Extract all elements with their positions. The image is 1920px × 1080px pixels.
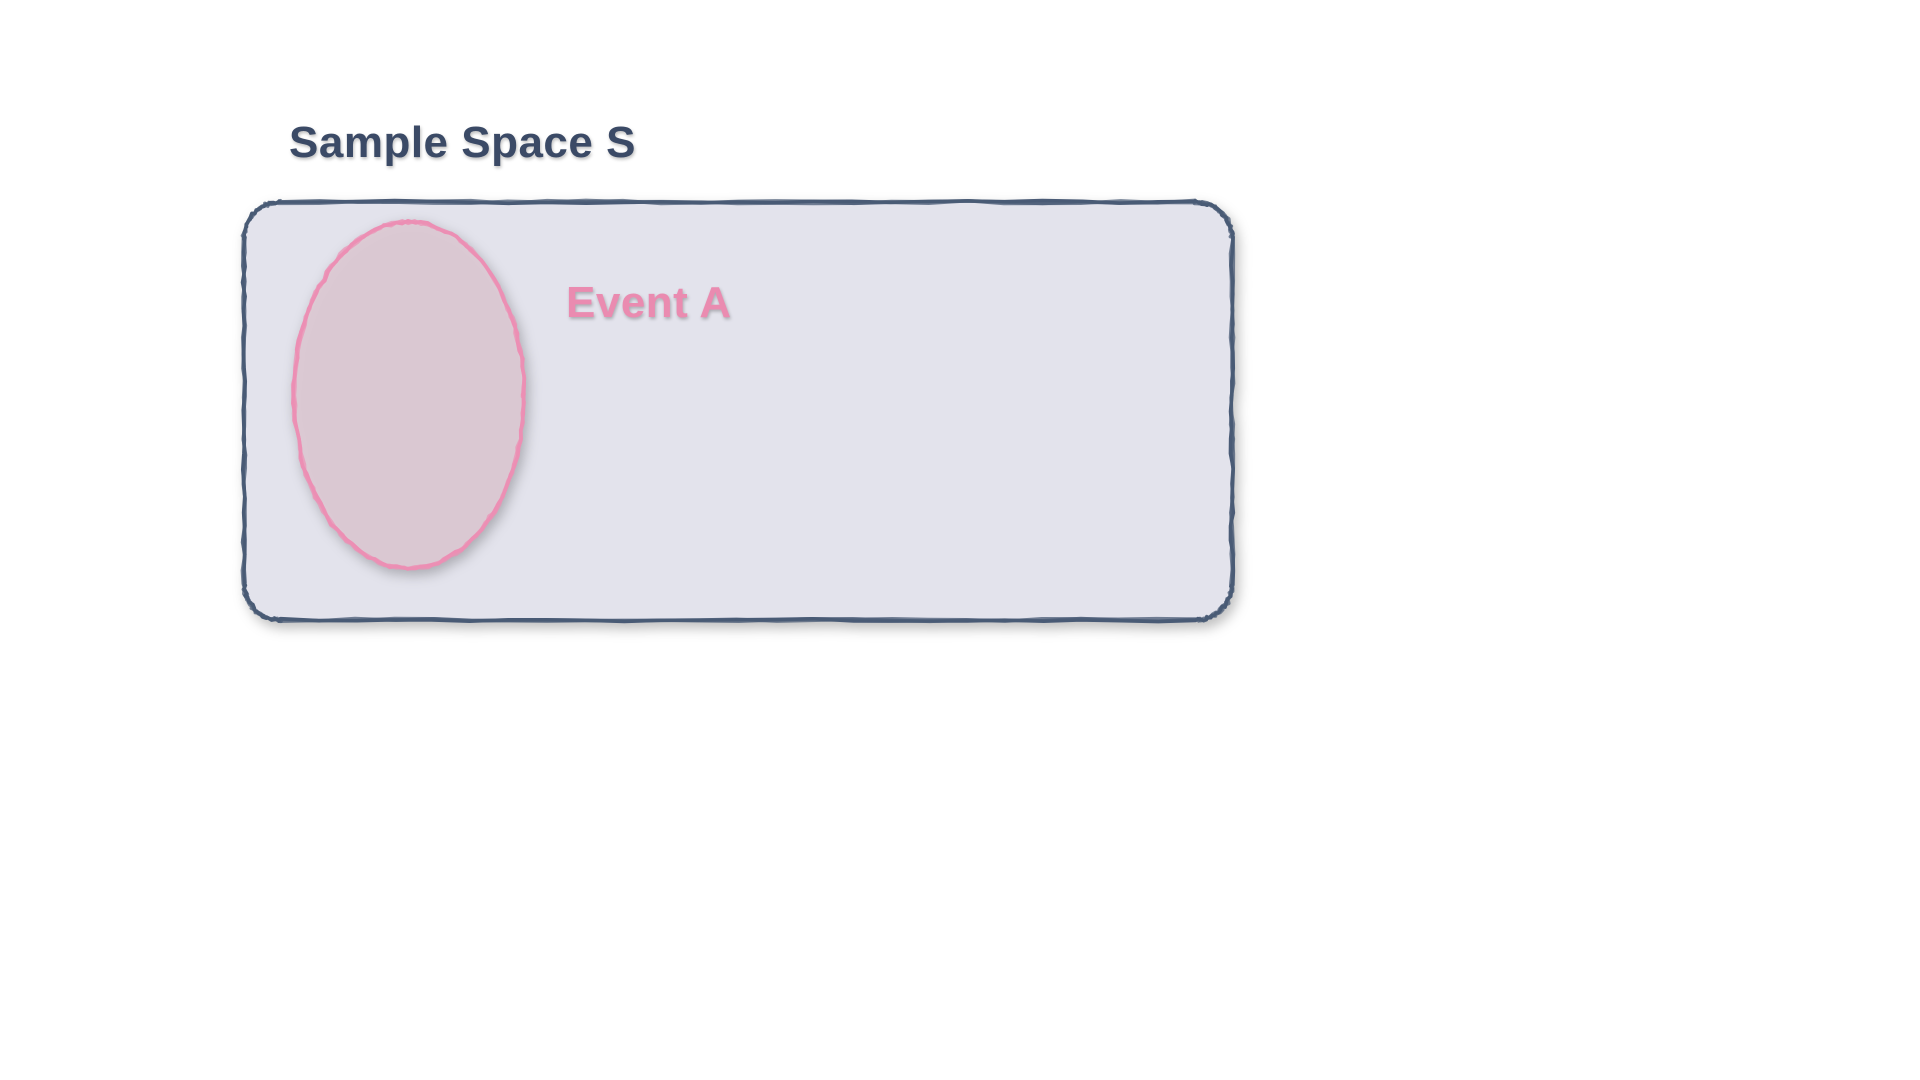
diagram-stage: Sample Space S Event A <box>0 0 1920 1080</box>
label-event-a: Event A <box>566 278 732 328</box>
event-a-ellipse <box>286 214 532 576</box>
event-a-svg <box>286 214 532 576</box>
title-sample-space: Sample Space S <box>289 118 636 168</box>
